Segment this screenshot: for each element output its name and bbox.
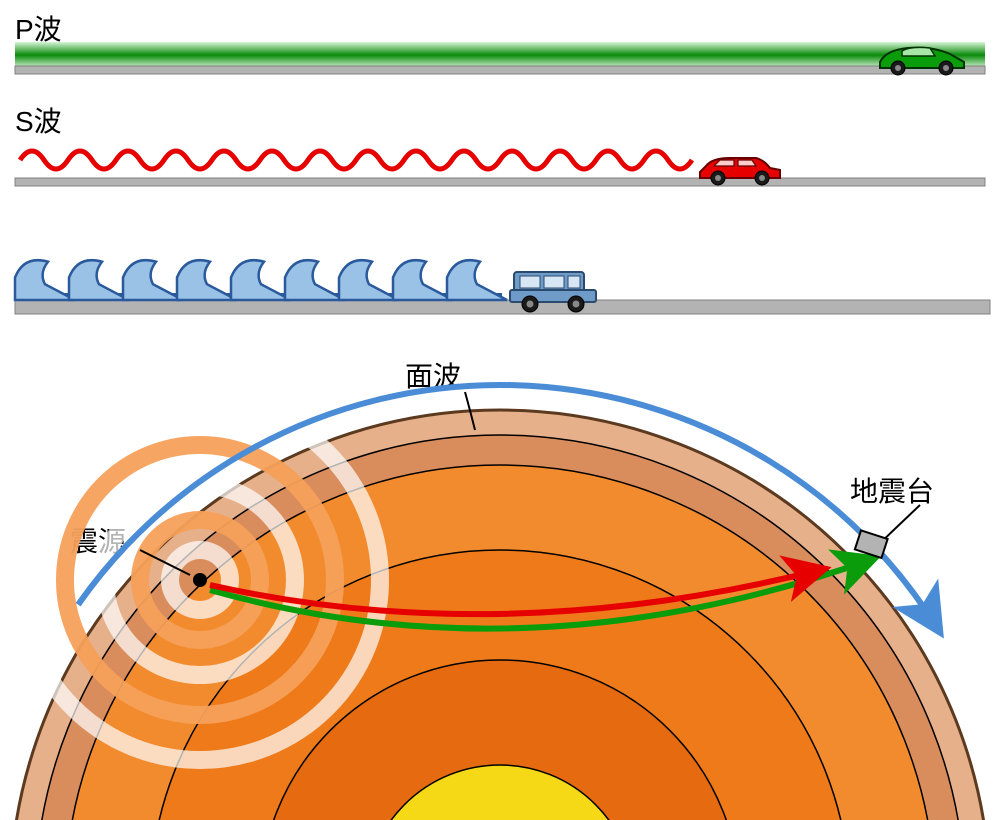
surface-wave-track [15,260,990,314]
surface-wave-shapes [15,260,507,300]
s-wave-track [15,151,985,186]
p-wave-track [15,42,985,75]
focus-dot [193,573,207,587]
earth-section [10,400,990,820]
seismic-station-icon [855,505,920,558]
diagram-svg [0,0,1000,820]
s-wave-sine [20,151,692,169]
